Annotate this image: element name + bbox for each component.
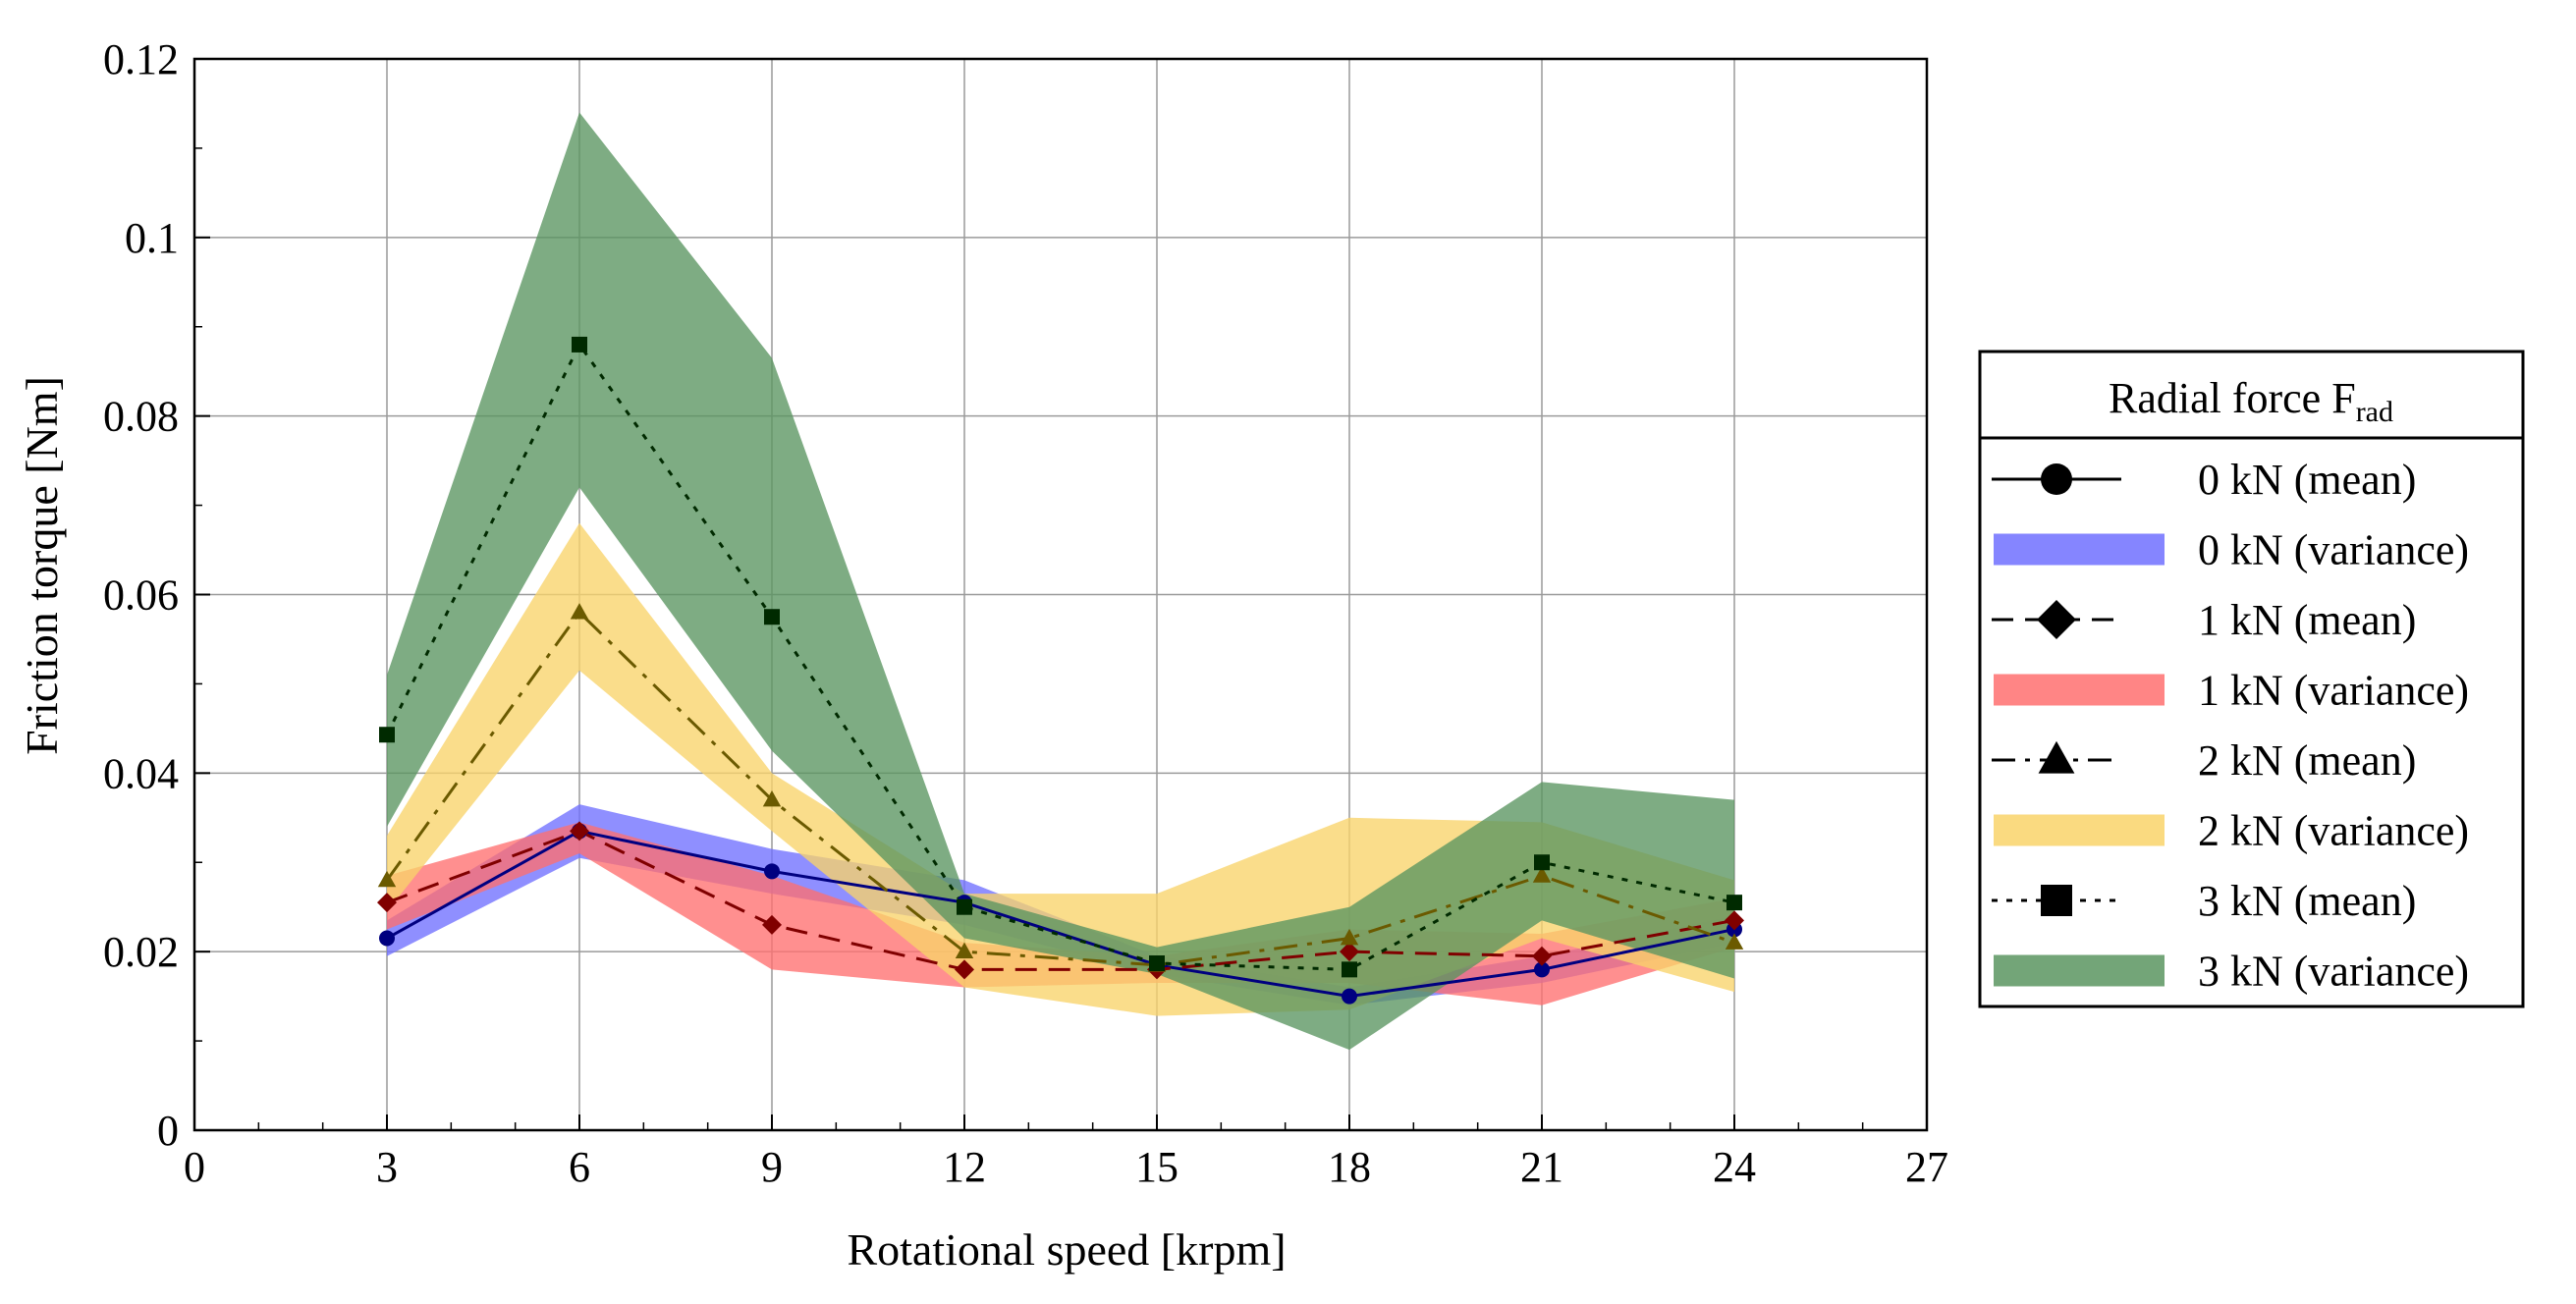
legend-title: Radial force Frad: [2109, 374, 2393, 428]
legend-label: 1 kN (variance): [2198, 667, 2469, 715]
data-point: [1532, 866, 1552, 883]
x-tick-label: 18: [1328, 1143, 1371, 1191]
y-tick-label: 0.04: [103, 749, 179, 797]
variance-band-series-0: [387, 804, 1734, 1005]
data-point: [955, 959, 974, 980]
data-point: [570, 821, 589, 842]
mean-line-series-0: [386, 829, 1735, 999]
x-tick-label: 12: [943, 1143, 986, 1191]
data-point: [762, 914, 782, 935]
data-point: [1534, 961, 1550, 978]
data-point: [379, 727, 395, 743]
legend-items: 0 kN (mean) 0 kN (variance) 1 kN (mean) 1 k…: [1992, 456, 2469, 996]
data-point: [1534, 854, 1550, 871]
legend-label: 2 kN (mean): [2198, 736, 2416, 785]
data-point: [1726, 895, 1742, 911]
data-point: [1342, 961, 1357, 978]
y-tick-label: 0.08: [103, 393, 179, 441]
data-point: [957, 898, 972, 915]
legend-title-subscript: rad: [2356, 396, 2393, 428]
data-point: [1532, 946, 1552, 966]
x-tick-label: 27: [1905, 1143, 1948, 1191]
legend-label: 1 kN (mean): [2198, 596, 2416, 644]
mean-line-series-2: [385, 610, 1735, 967]
data-point: [955, 942, 974, 958]
mean-line-series-1: [386, 829, 1735, 971]
variance-band-series-3: [387, 112, 1734, 1051]
y-tick-label: 0.1: [125, 214, 179, 262]
x-tick-label: 21: [1520, 1143, 1563, 1191]
legend-band-swatch: [1994, 814, 2165, 846]
legend-title-main: Radial force F: [2109, 374, 2356, 422]
x-tick-label: 0: [184, 1143, 205, 1191]
data-point: [1725, 910, 1744, 931]
legend-label: 2 kN (variance): [2198, 807, 2469, 855]
data-point: [762, 790, 782, 807]
legend-marker: [2038, 740, 2075, 774]
legend-label: 3 kN (mean): [2198, 877, 2416, 925]
y-tick-label: 0.06: [103, 571, 179, 620]
mean-lines: [385, 342, 1735, 999]
legend-band-swatch: [1994, 533, 2165, 566]
x-tick-label: 24: [1713, 1143, 1756, 1191]
x-tick-label: 3: [376, 1143, 398, 1191]
data-point: [764, 609, 780, 625]
data-point: [764, 863, 780, 880]
data-point: [1149, 954, 1165, 971]
data-point: [1725, 933, 1744, 950]
variance-bands: [387, 112, 1734, 1051]
legend-label: 0 kN (mean): [2198, 456, 2416, 504]
data-point: [377, 870, 397, 888]
legend-marker: [2041, 463, 2072, 495]
data-point: [572, 336, 587, 353]
legend-label: 3 kN (variance): [2198, 948, 2469, 996]
mean-line-series-3: [385, 342, 1735, 971]
mean-markers: [377, 336, 1744, 1005]
y-axis-title: Friction torque [Nm]: [17, 376, 67, 755]
axis-ticks: 0 3 6 9 12 15 18 21 24 27 0 0.02 0.04 0.06 0.08 0.1 0.12: [103, 35, 1948, 1191]
data-point: [570, 603, 589, 620]
y-tick-label: 0.12: [103, 35, 179, 83]
legend-band-swatch: [1994, 954, 2165, 987]
legend-label: 0 kN (variance): [2198, 526, 2469, 574]
x-tick-label: 6: [569, 1143, 590, 1191]
legend-marker: [2041, 885, 2072, 916]
legend-band-swatch: [1994, 674, 2165, 706]
legend-marker: [2037, 600, 2076, 639]
x-tick-label: 9: [761, 1143, 783, 1191]
x-tick-label: 15: [1135, 1143, 1178, 1191]
data-point: [1340, 928, 1359, 946]
data-point: [1340, 942, 1359, 962]
data-point: [1342, 988, 1357, 1005]
data-point: [379, 930, 395, 947]
y-tick-label: 0: [157, 1107, 179, 1155]
legend: Radial force Frad 0 kN (mean) 0 kN (varia…: [1978, 350, 2525, 1008]
y-tick-label: 0.02: [103, 928, 179, 976]
x-axis-title: Rotational speed [krpm]: [847, 1224, 1286, 1275]
data-point: [377, 893, 397, 913]
